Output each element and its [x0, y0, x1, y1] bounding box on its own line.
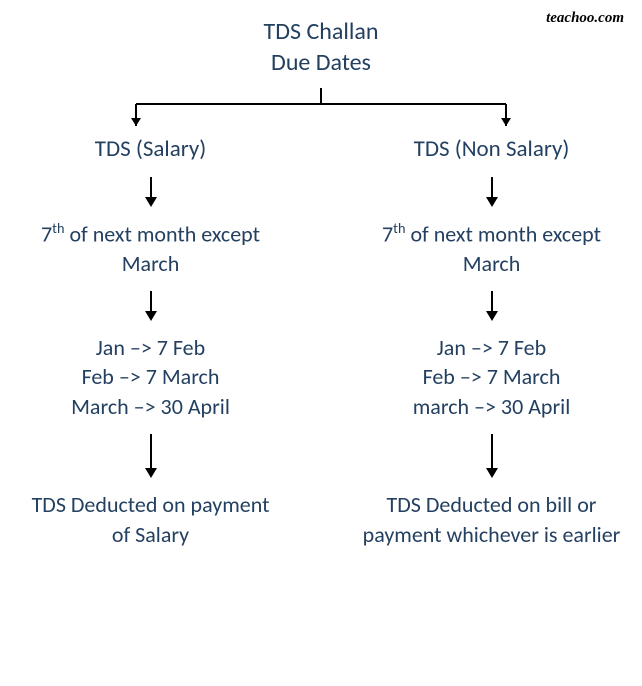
footer-text: TDS Deducted on bill or payment whicheve…	[361, 490, 622, 549]
title-line-1: TDS Challan	[264, 17, 379, 46]
arrow-icon	[143, 291, 159, 321]
rule-pre: 7	[41, 220, 52, 247]
examples-block: Jan –> 7 Feb Feb –> 7 March March –> 30 …	[71, 333, 230, 422]
arrow-icon	[484, 177, 500, 207]
watermark: teachoo.com	[546, 10, 624, 27]
root-connector	[130, 88, 512, 134]
rule-text: 7th of next month except March	[20, 219, 281, 279]
examples-block: Jan –> 7 Feb Feb –> 7 March march –> 30 …	[413, 333, 571, 422]
arrow-icon	[143, 177, 159, 207]
example-line: Feb –> 7 March	[423, 363, 561, 390]
title-line-2: Due Dates	[271, 48, 371, 77]
rule-text: 7th of next month except March	[361, 219, 622, 279]
example-line: march –> 30 April	[413, 393, 571, 420]
example-line: March –> 30 April	[71, 393, 230, 420]
arrow-icon	[484, 434, 500, 478]
example-line: Jan –> 7 Feb	[96, 334, 205, 361]
branches-container: TDS (Salary) 7th of next month except Ma…	[0, 134, 642, 549]
example-line: Feb –> 7 March	[82, 363, 220, 390]
branch-heading: TDS (Salary)	[95, 134, 207, 165]
arrow-icon	[143, 434, 159, 478]
branch-heading: TDS (Non Salary)	[414, 134, 570, 165]
branch-non-salary: TDS (Non Salary) 7th of next month excep…	[321, 134, 642, 549]
rule-pre: 7	[382, 220, 393, 247]
rule-post: of next month except March	[64, 220, 260, 277]
rule-sup: th	[393, 219, 405, 237]
branch-salary: TDS (Salary) 7th of next month except Ma…	[0, 134, 321, 549]
footer-text: TDS Deducted on payment of Salary	[20, 490, 281, 549]
rule-post: of next month except March	[405, 220, 601, 277]
rule-sup: th	[52, 219, 64, 237]
example-line: Jan –> 7 Feb	[437, 334, 546, 361]
arrow-icon	[484, 291, 500, 321]
